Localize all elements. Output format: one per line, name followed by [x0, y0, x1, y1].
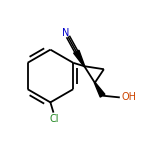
Text: OH: OH	[121, 92, 136, 102]
Text: Cl: Cl	[49, 114, 59, 124]
Text: N: N	[62, 28, 70, 38]
Polygon shape	[74, 50, 85, 66]
Polygon shape	[94, 83, 105, 97]
